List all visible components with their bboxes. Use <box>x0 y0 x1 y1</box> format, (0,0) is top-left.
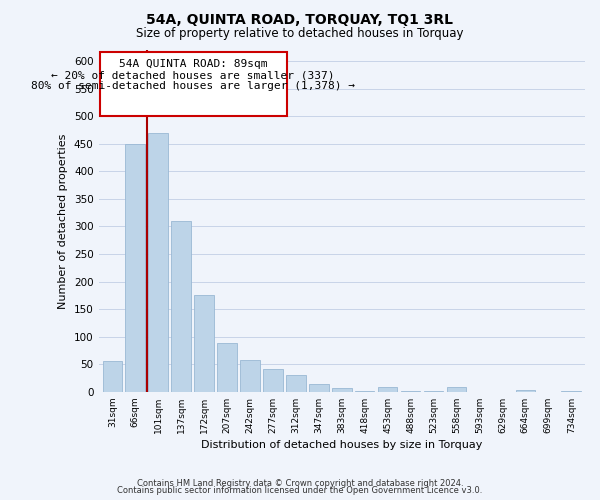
Bar <box>240 360 260 392</box>
Text: Contains public sector information licensed under the Open Government Licence v3: Contains public sector information licen… <box>118 486 482 495</box>
Bar <box>401 390 421 392</box>
Text: 54A, QUINTA ROAD, TORQUAY, TQ1 3RL: 54A, QUINTA ROAD, TORQUAY, TQ1 3RL <box>146 12 454 26</box>
Bar <box>562 390 581 392</box>
Bar <box>148 132 168 392</box>
Text: Contains HM Land Registry data © Crown copyright and database right 2024.: Contains HM Land Registry data © Crown c… <box>137 478 463 488</box>
Bar <box>103 362 122 392</box>
Bar <box>286 376 305 392</box>
Bar <box>217 344 237 392</box>
Text: 80% of semi-detached houses are larger (1,378) →: 80% of semi-detached houses are larger (… <box>31 81 355 91</box>
Bar <box>309 384 329 392</box>
X-axis label: Distribution of detached houses by size in Torquay: Distribution of detached houses by size … <box>201 440 482 450</box>
Bar <box>332 388 352 392</box>
Bar <box>125 144 145 392</box>
Text: ← 20% of detached houses are smaller (337): ← 20% of detached houses are smaller (33… <box>52 70 335 81</box>
Bar <box>515 390 535 392</box>
Bar <box>378 388 397 392</box>
Bar <box>263 368 283 392</box>
FancyBboxPatch shape <box>100 52 287 116</box>
Bar <box>172 221 191 392</box>
Bar <box>194 296 214 392</box>
Text: 54A QUINTA ROAD: 89sqm: 54A QUINTA ROAD: 89sqm <box>119 60 268 70</box>
Y-axis label: Number of detached properties: Number of detached properties <box>58 133 68 308</box>
Text: Size of property relative to detached houses in Torquay: Size of property relative to detached ho… <box>136 28 464 40</box>
Bar <box>447 388 466 392</box>
